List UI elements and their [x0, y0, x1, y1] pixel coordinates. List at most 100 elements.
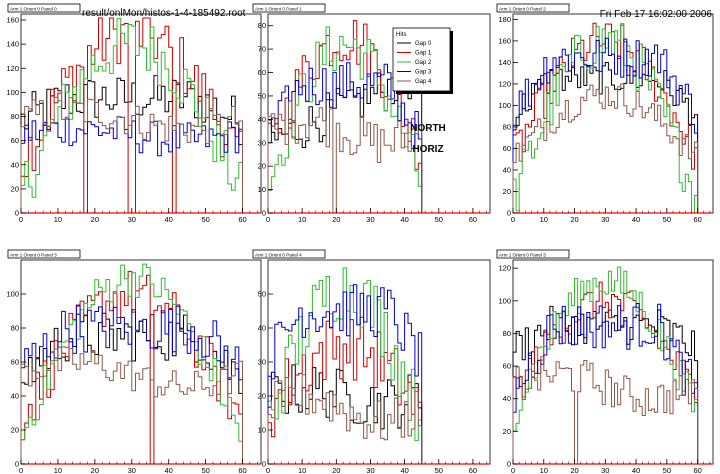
x-tick-label: 50: [663, 215, 671, 224]
panel-title-box: [496, 249, 570, 259]
x-tick-label: 20: [570, 215, 578, 224]
x-tick-label: 60: [238, 466, 246, 474]
series-4: [20, 96, 243, 213]
y-tick-label: 100: [498, 101, 511, 110]
y-tick-label: 20: [11, 426, 19, 435]
histogram-panel-2: Arm 1 Orient 0 Panel 2 0 10 20 30 40 50 60 0 20 40…: [496, 3, 714, 224]
y-tick-label: 60: [11, 136, 19, 145]
y-tick-label: 60: [11, 358, 19, 367]
y-tick-label: 0: [507, 460, 511, 469]
annotation-north: NORTH: [410, 123, 446, 134]
y-tick-label: 50: [258, 290, 266, 299]
x-tick-label: 40: [165, 215, 173, 224]
x-tick-label: 10: [298, 466, 306, 474]
x-tick-label: 50: [201, 215, 209, 224]
y-tick-label: 60: [503, 144, 511, 153]
x-tick-label: 0: [511, 215, 515, 224]
y-tick-label: 40: [258, 115, 266, 124]
y-tick-label: 80: [11, 112, 19, 121]
x-tick-label: 30: [128, 215, 136, 224]
y-tick-label: 140: [6, 40, 19, 49]
y-tick-label: 80: [503, 122, 511, 131]
x-tick-label: 0: [19, 466, 23, 474]
x-tick-label: 10: [298, 215, 306, 224]
legend-entry: Gap 4: [415, 79, 432, 85]
y-tick-label: 10: [258, 185, 266, 194]
x-tick-label: 50: [201, 466, 209, 474]
y-tick-label: 100: [6, 88, 19, 97]
x-tick-label: 40: [165, 466, 173, 474]
x-tick-label: 50: [435, 466, 443, 474]
panel-title-box: [252, 3, 326, 13]
x-tick-label: 40: [400, 466, 408, 474]
y-tick-label: 80: [258, 21, 266, 30]
y-tick-label: 20: [503, 427, 511, 436]
y-tick-label: 70: [258, 45, 266, 54]
plot-frame: [512, 13, 714, 214]
legend: Hits Gap 0 Gap 1 Gap 2 Gap 3 Gap 4: [392, 27, 453, 94]
histogram-panel-1: Arm 1 Orient 0 Panel 1 0 10 20 30 40 50 60 0 10 20…: [252, 3, 491, 224]
legend-entry: Gap 3: [415, 70, 432, 76]
x-tick-label: 40: [632, 215, 640, 224]
x-tick-label: 50: [435, 215, 443, 224]
root-file-label: result/onlMon/histos-1-4-185492.root: [82, 8, 246, 19]
y-tick-label: 40: [258, 324, 266, 333]
series-4: [20, 346, 243, 464]
series-2: [20, 17, 243, 213]
y-tick-label: 20: [503, 187, 511, 196]
date-label: Fri Feb 17 16:02:00 2006: [599, 9, 712, 20]
x-tick-label: 20: [332, 466, 340, 474]
x-tick-label: 30: [601, 466, 609, 474]
y-tick-label: 30: [258, 358, 266, 367]
y-tick-label: 80: [11, 324, 19, 333]
x-tick-label: 40: [400, 215, 408, 224]
y-tick-label: 60: [258, 68, 266, 77]
y-tick-label: 20: [258, 162, 266, 171]
panel-title-box: [7, 3, 81, 13]
y-tick-label: 160: [498, 36, 511, 45]
x-tick-label: 60: [469, 215, 477, 224]
series-4: [512, 356, 699, 465]
panel-title: Arm 1 Orient 0 Panel 3: [10, 253, 57, 258]
x-tick-label: 0: [511, 466, 515, 474]
y-tick-label: 180: [498, 15, 511, 24]
series-3: [267, 284, 423, 464]
x-tick-label: 30: [366, 215, 374, 224]
y-tick-label: 160: [6, 16, 19, 25]
legend-title: Hits: [396, 32, 406, 38]
legend-entry: Gap 0: [415, 41, 432, 47]
panel-title: Arm 1 Orient 0 Panel 1: [255, 7, 302, 12]
y-tick-label: 40: [11, 392, 19, 401]
y-tick-label: 120: [6, 64, 19, 73]
y-tick-label: 10: [258, 426, 266, 435]
y-tick-label: 60: [503, 362, 511, 371]
x-tick-label: 30: [128, 466, 136, 474]
series-0: [267, 364, 423, 464]
x-tick-label: 0: [266, 466, 270, 474]
legend-entry: Gap 1: [415, 51, 432, 57]
panel-title-box: [496, 3, 570, 13]
x-tick-label: 30: [366, 466, 374, 474]
x-tick-label: 20: [332, 215, 340, 224]
x-tick-label: 50: [663, 466, 671, 474]
y-tick-label: 50: [258, 91, 266, 100]
panel-title: Arm 1 Orient 0 Panel 3: [499, 253, 546, 258]
x-tick-label: 10: [54, 466, 62, 474]
annotation-horiz: HORIZ: [412, 144, 443, 155]
y-tick-label: 100: [6, 290, 19, 299]
histogram-panel-3: Arm 1 Orient 0 Panel 3 0 10 20 30 40 50 60 0 20 40…: [6, 249, 262, 474]
y-tick-label: 120: [498, 264, 511, 273]
y-tick-label: 140: [498, 58, 511, 67]
y-tick-label: 80: [503, 329, 511, 338]
series-2: [512, 266, 699, 464]
y-tick-label: 40: [11, 160, 19, 169]
histogram-panel-4: Arm 1 Orient 0 Panel 4 0 10 20 30 40 50 60 0 10 20…: [252, 249, 491, 474]
x-tick-label: 60: [693, 215, 701, 224]
series-2: [267, 267, 423, 464]
panel-title: Arm 1 Orient 0 Panel 4: [255, 253, 302, 258]
x-tick-label: 20: [570, 466, 578, 474]
x-tick-label: 20: [91, 466, 99, 474]
histogram-panel-5: Arm 1 Orient 0 Panel 3 0 10 20 30 40 50 60 0 20 40…: [496, 249, 714, 474]
plot-frame: [267, 13, 491, 214]
series-4: [267, 100, 423, 214]
